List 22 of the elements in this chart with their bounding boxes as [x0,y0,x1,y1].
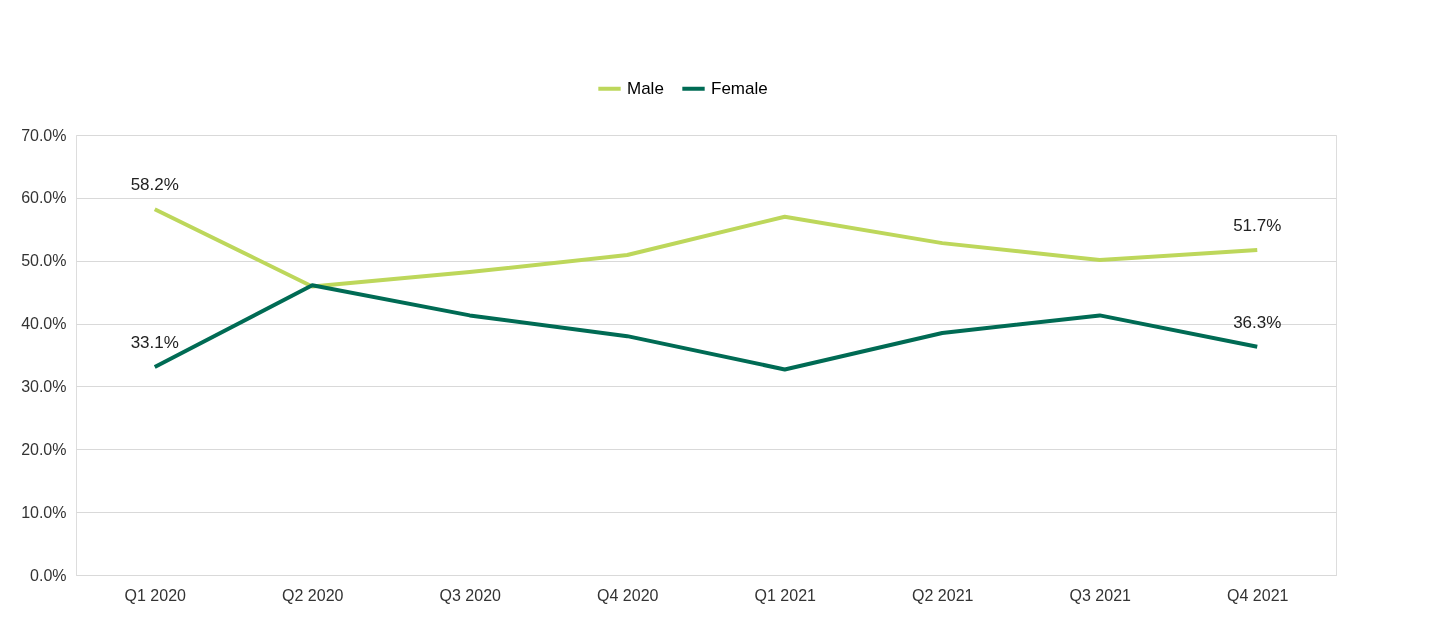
x-tick-label: Q3 2020 [439,586,502,604]
x-tick-label: Q1 2021 [754,586,817,604]
data-label: 58.2% [130,175,179,195]
y-tick-label: 20.0% [21,440,67,458]
data-label: 51.7% [1233,216,1282,236]
x-tick-label: Q4 2021 [1227,586,1289,604]
y-tick-label: 60.0% [21,189,67,207]
y-tick-label: 0.0% [30,566,67,584]
data-label: 36.3% [1233,312,1282,332]
y-tick-label: 40.0% [21,315,67,333]
legend-label: Female [711,78,768,98]
x-tick-label: Q2 2020 [282,586,344,604]
y-tick-label: 70.0% [21,126,67,144]
y-tick-label: 30.0% [21,377,67,395]
y-tick-label: 10.0% [21,503,67,521]
data-label: 33.1% [130,332,179,352]
legend-label: Male [627,78,664,98]
y-tick-label: 50.0% [21,252,67,270]
x-tick-label: Q2 2021 [912,586,974,604]
x-tick-label: Q3 2021 [1069,586,1132,604]
x-tick-label: Q4 2020 [597,586,659,604]
x-tick-label: Q1 2020 [124,586,187,604]
